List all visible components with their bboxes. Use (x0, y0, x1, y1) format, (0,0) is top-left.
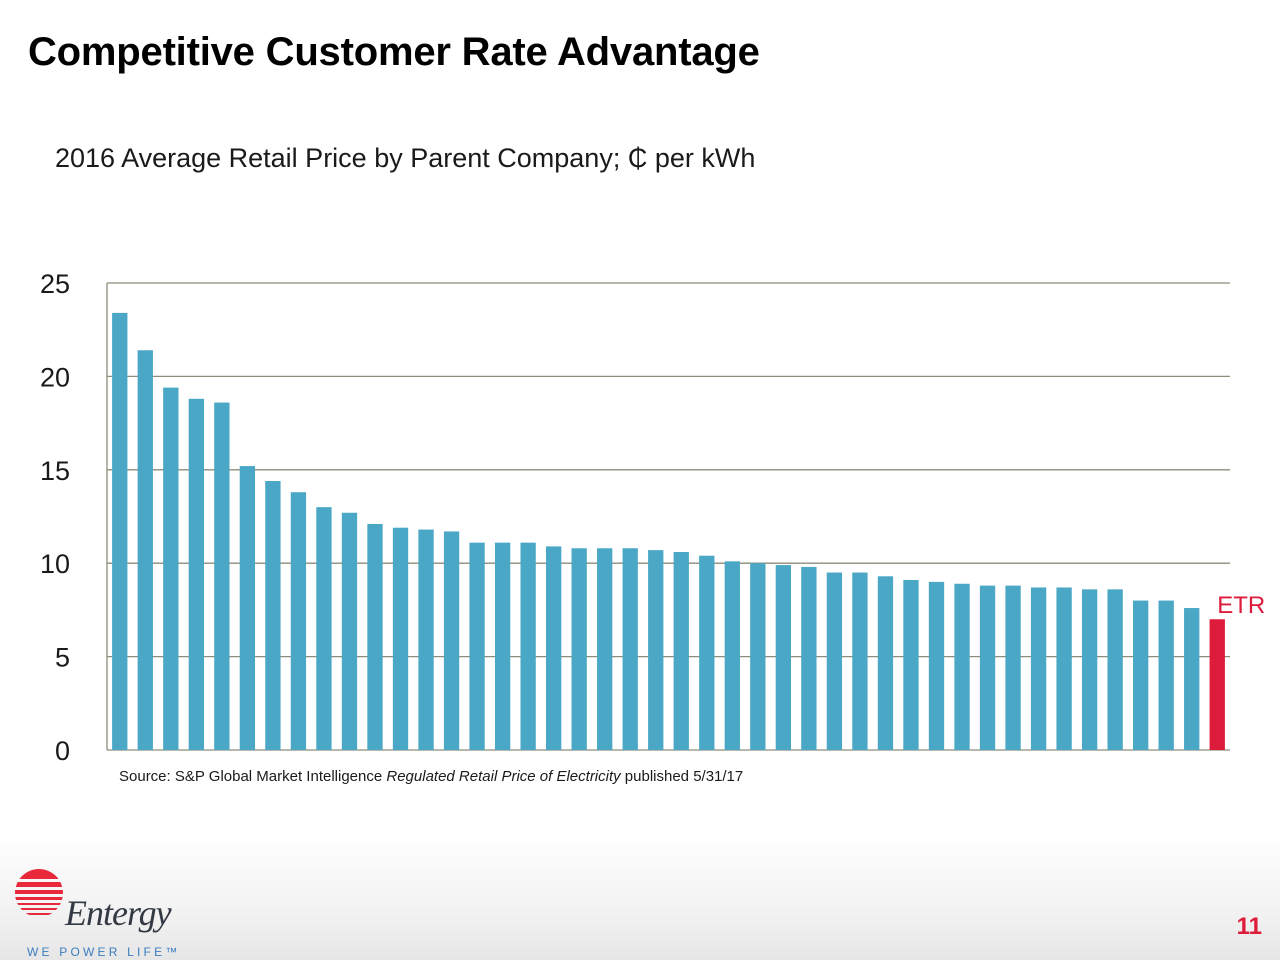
source-note: Source: S&P Global Market Intelligence R… (119, 768, 743, 785)
bar (341, 512, 358, 750)
y-tick-label: 5 (55, 643, 70, 673)
chart-labels: ETR (1217, 592, 1265, 619)
bar (877, 576, 894, 750)
y-tick-label: 10 (40, 549, 70, 579)
bar (1030, 587, 1047, 750)
y-tick-label: 0 (55, 736, 70, 766)
source-title: Regulated Retail Price of Electricity (386, 768, 621, 785)
bar (1081, 589, 1098, 750)
bar (418, 529, 434, 750)
bar (1158, 600, 1174, 750)
bar (1056, 587, 1072, 750)
bar (112, 312, 128, 750)
bar (750, 563, 766, 750)
bar (469, 542, 485, 750)
page-number: 11 (1236, 913, 1262, 940)
bar (673, 551, 689, 750)
bar (775, 565, 792, 750)
brand-name: Entergy (65, 893, 172, 933)
bar (494, 542, 511, 750)
bar (239, 466, 256, 750)
bar (188, 398, 204, 750)
chart-bars (112, 312, 1225, 750)
page-title: Competitive Customer Rate Advantage (28, 30, 760, 74)
bar (622, 548, 638, 750)
bar (954, 583, 970, 750)
bar (571, 548, 587, 750)
bar (137, 350, 153, 750)
chart-subtitle: 2016 Average Retail Price by Parent Comp… (55, 143, 756, 173)
bar (699, 555, 715, 750)
bar (928, 581, 945, 750)
bar (214, 402, 230, 750)
bar (648, 550, 664, 750)
bar (826, 572, 843, 750)
bar (801, 566, 817, 750)
bar (1133, 600, 1149, 750)
etr-label: ETR (1217, 592, 1265, 619)
entergy-sun-logo-icon (15, 869, 63, 915)
bar (852, 572, 868, 750)
y-tick-label: 15 (40, 456, 70, 486)
brand-tagline: WE POWER LIFE™ (27, 945, 181, 959)
bar (163, 387, 179, 750)
bar (724, 561, 740, 750)
bar (979, 585, 996, 750)
bar (367, 523, 383, 750)
y-tick-label: 20 (40, 362, 70, 392)
bar-chart: 0 5 10 15 20 25 ETR (40, 269, 1265, 766)
bar (265, 481, 281, 750)
bar (290, 492, 307, 750)
bar (316, 507, 332, 750)
bar (545, 546, 562, 750)
bar (1107, 589, 1123, 750)
bar (597, 548, 613, 750)
source-prefix: Source: S&P Global Market Intelligence (119, 768, 387, 785)
bar (1184, 608, 1200, 750)
source-suffix: published 5/31/17 (620, 768, 744, 785)
bar-etr (1209, 619, 1225, 750)
y-tick-label: 25 (40, 269, 70, 299)
bar (1005, 585, 1021, 750)
bar (903, 580, 919, 750)
bar (392, 527, 409, 750)
footer-band (0, 830, 1280, 960)
y-axis-ticks: 0 5 10 15 20 25 (40, 269, 70, 766)
bar (520, 542, 536, 750)
bar (443, 531, 460, 750)
